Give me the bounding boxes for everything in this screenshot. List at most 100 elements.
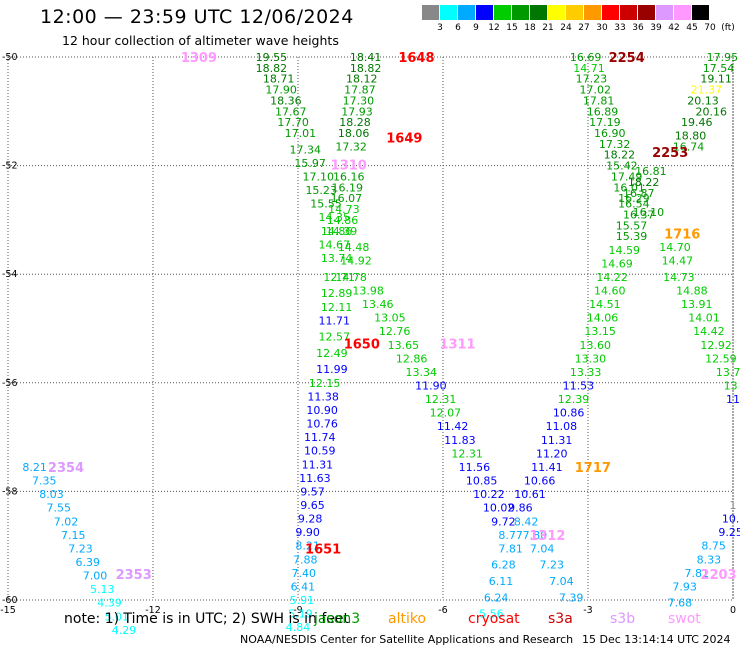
- scale-label: (ft): [721, 23, 735, 33]
- wave-height-value: 7.23: [68, 542, 93, 555]
- wave-height-value: 11.56: [459, 461, 491, 474]
- y-tick-label: -56: [2, 378, 18, 389]
- wave-height-value: 14.59: [609, 244, 641, 257]
- wave-height-value: 7.02: [54, 515, 79, 528]
- wave-height-value: 15.39: [616, 230, 648, 243]
- mission-altiko: altiko: [388, 611, 427, 627]
- wave-height-value: 11: [726, 393, 740, 406]
- scale-label: 42: [668, 23, 680, 33]
- wave-height-value: 21.37: [691, 84, 723, 97]
- wave-height-value: 18.36: [270, 94, 302, 107]
- wave-height-value: 11.83: [444, 434, 476, 447]
- wave-height-value: 6.41: [291, 580, 316, 593]
- wave-height-value: 8.21: [22, 461, 47, 474]
- wave-height-value: 14.92: [340, 255, 372, 268]
- wave-height-value: 7.55: [47, 502, 72, 515]
- wave-height-value: 9.57: [300, 485, 325, 498]
- wave-height-value: 10.90: [306, 404, 338, 417]
- wave-height-value: 11.71: [319, 314, 351, 327]
- pass-time-label: 2253: [652, 146, 688, 161]
- wave-height-value: 13.7: [716, 366, 740, 379]
- pass-time-label: 2254: [609, 51, 645, 66]
- wave-height-value: 13.15: [584, 325, 616, 338]
- wave-height-value: 6.39: [76, 556, 101, 569]
- wave-height-value: 10.86: [553, 407, 585, 420]
- wave-height-value: 4.84: [286, 621, 311, 634]
- wave-height-value: 16.37: [623, 208, 655, 221]
- wave-height-value: 5.56: [479, 608, 504, 621]
- wave-height-value: 14.48: [338, 241, 370, 254]
- wave-height-value: 8.75: [701, 540, 726, 553]
- pass-time-label: 1312: [529, 529, 565, 544]
- wave-height-value: 14.01: [688, 312, 720, 325]
- wave-height-value: 17.02: [580, 84, 612, 97]
- scale-label: 21: [542, 23, 554, 33]
- wave-height-value: 18.12: [346, 73, 378, 86]
- wave-height-value: 12.31: [451, 447, 483, 460]
- wave-height-value: 18.82: [256, 62, 288, 75]
- generation-timestamp: 15 Dec 13:14:14 UTC 2024: [582, 633, 731, 646]
- pass-time-label: 1651: [305, 542, 341, 557]
- wave-height-value: 5.91: [290, 594, 315, 607]
- wave-height-value: 13.91: [681, 298, 713, 311]
- scale-label: 6: [455, 23, 461, 33]
- wave-height-value: 5.13: [90, 583, 115, 596]
- wave-height-value: 11.74: [304, 431, 336, 444]
- wave-height-value: 7.23: [540, 559, 565, 572]
- scale-label: 24: [560, 23, 572, 33]
- scale-label: 33: [614, 23, 626, 33]
- wave-height-value: 1: [730, 499, 737, 512]
- chart-subtitle: 12 hour collection of altimeter wave hei…: [62, 33, 339, 48]
- x-tick-label: -15: [0, 605, 16, 616]
- wave-height-value: 12.59: [705, 352, 737, 365]
- wave-height-value: 8.33: [697, 553, 722, 566]
- mission-swot: swot: [668, 611, 701, 627]
- scale-label: 15: [506, 23, 518, 33]
- wave-height-value: 5.01: [105, 610, 130, 623]
- wave-height-value: 14.70: [659, 241, 691, 254]
- scale-label: 9: [473, 23, 479, 33]
- wave-height-value: 10.: [722, 513, 740, 526]
- scale-label: 18: [524, 23, 536, 33]
- wave-height-value: 12.39: [558, 393, 590, 406]
- wave-height-value: 8.21: [295, 540, 320, 553]
- scale-swatch: [548, 5, 565, 20]
- wave-height-value: 14.88: [676, 284, 708, 297]
- pass-time-label: 2354: [48, 461, 84, 476]
- footer-note: note: 1) Time is in UTC; 2) SWH is in fe…: [64, 611, 350, 627]
- wave-height-value: 7.88: [293, 553, 318, 566]
- wave-height-value: 16.74: [673, 141, 705, 154]
- wave-height-value: 16.87: [623, 187, 655, 200]
- wave-height-value: 13.30: [575, 352, 607, 365]
- wave-height-value: 9.25: [718, 526, 740, 539]
- wave-height-value: 9.86: [508, 502, 533, 515]
- wave-height-value: 5.19: [288, 608, 313, 621]
- scale-swatch: [476, 5, 493, 20]
- scale-swatch: [674, 5, 691, 20]
- mission-s3b: s3b: [610, 611, 636, 627]
- wave-height-value: 7.04: [530, 542, 555, 555]
- pass-time-label: 2203: [700, 568, 736, 583]
- scale-swatch: [692, 5, 709, 20]
- scale-swatch: [656, 5, 673, 20]
- wave-height-value: 11.90: [415, 380, 447, 393]
- wave-height-value: 20.16: [696, 105, 728, 118]
- wave-height-value: 11.38: [307, 390, 339, 403]
- wave-height-value: 7.15: [61, 529, 86, 542]
- wave-height-value: 6.24: [484, 591, 509, 604]
- wave-height-value: 12.76: [379, 325, 411, 338]
- wave-height-value: 11.08: [546, 420, 578, 433]
- wave-height-value: 17.93: [341, 105, 373, 118]
- wave-height-value: 12.07: [430, 407, 462, 420]
- wave-height-value: 14.73: [663, 271, 695, 284]
- wave-height-value: 17.10: [303, 170, 335, 183]
- wave-height-value: 17.87: [344, 84, 376, 97]
- wave-height-value: 13.98: [352, 284, 384, 297]
- scale-label: 30: [596, 23, 608, 33]
- wave-height-value: 9.65: [300, 499, 325, 512]
- wave-height-value: 14.69: [601, 257, 633, 270]
- wave-height-value: 17.23: [576, 73, 608, 86]
- wave-height-value: 18.71: [263, 73, 295, 86]
- wave-height-value: 10.02: [483, 502, 515, 515]
- wave-height-value: 11.41: [531, 461, 563, 474]
